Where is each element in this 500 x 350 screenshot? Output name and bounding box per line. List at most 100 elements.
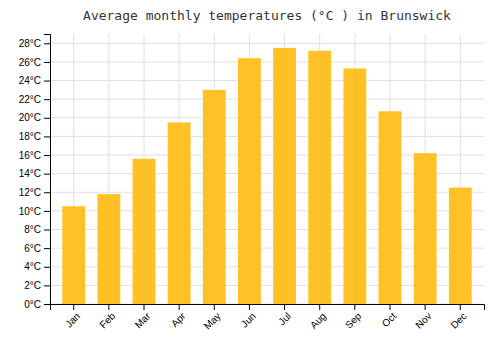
bar <box>238 58 261 304</box>
x-tick: Dec <box>448 304 468 331</box>
y-tick-label: 2°C <box>24 280 41 291</box>
x-axis-line <box>51 305 485 311</box>
bar <box>97 194 120 304</box>
plot-area: 0°C 2°C 4°C 6°C 8°C 10°C 12°C 14°C 16°C 18°C 20°C 2… <box>19 34 485 332</box>
x-tick: Jul <box>276 304 293 327</box>
y-tick-mark <box>44 99 50 100</box>
bar <box>273 48 296 304</box>
y-tick-label: 22°C <box>19 94 41 105</box>
y-tick-mark <box>44 192 50 193</box>
x-tick: Sep <box>343 304 364 331</box>
y-axis: 0°C 2°C 4°C 6°C 8°C 10°C 12°C 14°C 16°C 18°C 20°C 2… <box>19 35 51 310</box>
y-tick-mark <box>44 155 50 156</box>
y-tick-label: 10°C <box>19 206 41 217</box>
x-tick-label: Sep <box>343 310 364 331</box>
grid-line-y <box>50 117 484 118</box>
x-tick-mark <box>284 304 285 310</box>
y-tick-label: 26°C <box>19 57 41 68</box>
x-tick-mark <box>425 304 426 310</box>
x-tick-label: Jul <box>276 310 293 327</box>
y-tick: 0°C <box>24 299 50 310</box>
y-tick-label: 8°C <box>24 224 41 235</box>
x-tick-mark <box>108 304 109 310</box>
x-tick-mark <box>249 304 250 310</box>
x-tick-mark <box>319 304 320 310</box>
x-tick: Jun <box>239 304 258 330</box>
x-tick: Oct <box>380 304 399 329</box>
y-tick: 20°C <box>19 112 50 123</box>
x-tick-label: Dec <box>448 310 468 330</box>
y-tick: 16°C <box>19 150 50 161</box>
bar <box>62 206 85 304</box>
y-tick-label: 14°C <box>19 168 41 179</box>
y-tick: 12°C <box>19 187 50 198</box>
x-tick-label: Mar <box>133 310 153 330</box>
x-tick-mark <box>389 304 390 310</box>
x-tick-label: Apr <box>169 310 188 329</box>
x-tick-mark <box>214 304 215 310</box>
grid <box>50 34 484 304</box>
bar <box>414 153 437 304</box>
y-tick-mark <box>44 211 50 212</box>
y-tick: 2°C <box>24 280 50 291</box>
x-axis: Jan Feb Mar Apr May Jun Jul Aug Sep Oct Nov Dec <box>51 304 485 332</box>
x-tick: Apr <box>169 304 188 329</box>
y-tick-mark <box>44 267 50 268</box>
x-tick-label: Feb <box>97 310 117 330</box>
x-tick-label: Jun <box>239 310 258 329</box>
y-tick: 14°C <box>19 168 50 179</box>
y-tick-label: 12°C <box>19 187 41 198</box>
grid-line-y <box>50 43 484 44</box>
y-tick-mark <box>44 230 50 231</box>
title: Average monthly temperatures (°C ) in Br… <box>83 8 451 23</box>
chart-svg: 0°C 2°C 4°C 6°C 8°C 10°C 12°C 14°C 16°C 18°C 20°C 2… <box>0 0 500 350</box>
x-tick: Aug <box>308 304 328 331</box>
grid-line-y <box>50 61 484 62</box>
y-tick-label: 16°C <box>19 150 41 161</box>
y-tick: 28°C <box>19 38 50 49</box>
x-tick: Nov <box>413 304 433 331</box>
y-axis-line <box>44 35 51 305</box>
bars <box>62 48 471 304</box>
y-tick-mark <box>44 43 50 44</box>
x-tick-label: Oct <box>380 310 399 329</box>
bar <box>449 188 472 304</box>
x-tick: Jan <box>63 304 82 330</box>
x-tick-label: Nov <box>413 310 433 330</box>
y-tick: 24°C <box>19 75 50 86</box>
y-tick-label: 6°C <box>24 243 41 254</box>
grid-line-y <box>50 99 484 100</box>
y-tick-label: 0°C <box>24 299 41 310</box>
y-tick-label: 24°C <box>19 75 41 86</box>
y-tick-mark <box>44 136 50 137</box>
y-tick: 10°C <box>19 206 50 217</box>
x-tick: Mar <box>133 304 153 330</box>
y-tick-label: 28°C <box>19 38 41 49</box>
y-tick-mark <box>44 285 50 286</box>
x-tick-mark <box>354 304 355 310</box>
bar <box>168 122 191 304</box>
grid-line-y <box>50 136 484 137</box>
bar <box>133 159 156 304</box>
x-tick-label: May <box>202 310 223 331</box>
x-tick-label: Aug <box>308 310 328 330</box>
x-tick-mark <box>460 304 461 310</box>
y-tick: 26°C <box>19 57 50 68</box>
y-tick-label: 18°C <box>19 131 41 142</box>
y-tick: 22°C <box>19 94 50 105</box>
y-tick: 4°C <box>24 261 50 272</box>
bar <box>343 68 366 304</box>
bar <box>379 111 402 304</box>
x-tick-mark <box>73 304 74 310</box>
y-tick: 6°C <box>24 243 50 254</box>
y-tick-label: 20°C <box>19 112 41 123</box>
y-tick: 18°C <box>19 131 50 142</box>
grid-line-y <box>50 80 484 81</box>
bar <box>308 51 331 304</box>
x-tick-mark <box>179 304 180 310</box>
bar <box>203 90 226 304</box>
y-tick: 8°C <box>24 224 50 235</box>
x-tick: May <box>202 304 223 332</box>
y-tick-mark <box>44 81 50 82</box>
y-tick-mark <box>44 118 50 119</box>
